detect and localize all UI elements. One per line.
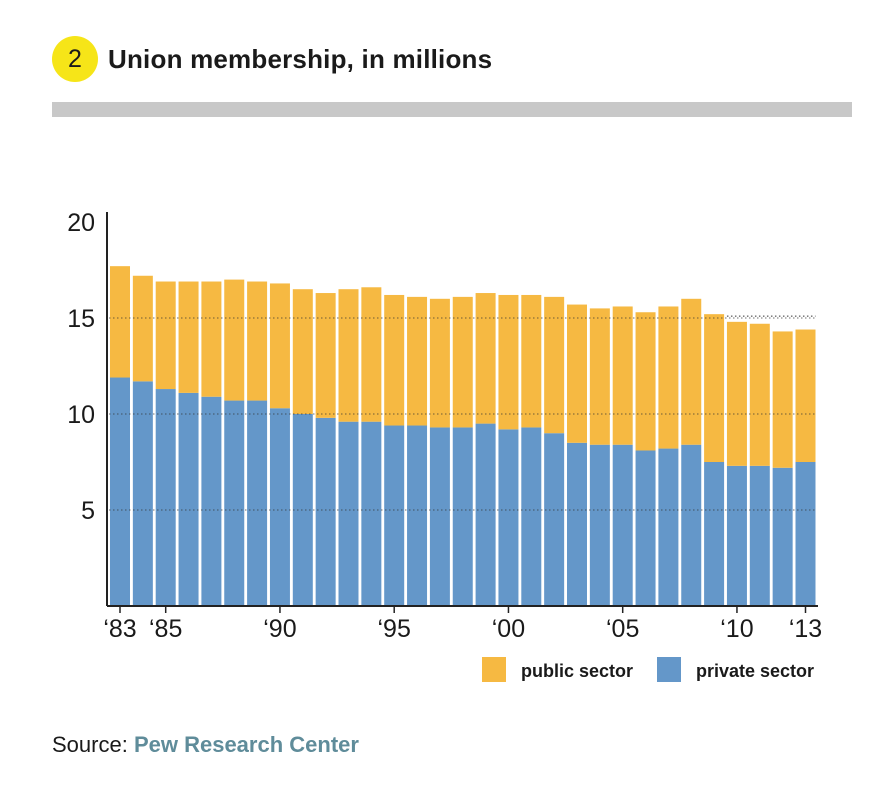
bar-private-2007: [658, 448, 679, 606]
bar-public-1992: [315, 293, 336, 418]
bar-private-1983: [110, 377, 130, 606]
bar-private-1989: [247, 400, 268, 606]
bar-public-2011: [749, 323, 770, 466]
bar-public-1989: [247, 281, 268, 401]
bar-public-2010: [726, 321, 747, 466]
source-link[interactable]: Pew Research Center: [133, 732, 359, 757]
bar-private-1984: [132, 381, 153, 606]
x-tick-label-2013: ‘13: [789, 615, 822, 643]
bar-private-2010: [726, 465, 747, 606]
bar-public-1995: [384, 294, 405, 426]
x-tick-label-2000: ‘00: [492, 615, 525, 643]
x-tick-label-2005: ‘05: [606, 615, 639, 643]
legend-swatch-private-sector: [657, 657, 681, 682]
bar-private-2000: [498, 429, 519, 606]
legend-label-private-sector: private sector: [696, 661, 814, 681]
bar-private-1997: [429, 427, 450, 606]
bar-public-2009: [704, 314, 725, 462]
bar-public-1984: [132, 275, 153, 382]
bar-public-2000: [498, 294, 519, 430]
bar-private-1999: [475, 423, 496, 606]
bar-public-2012: [772, 331, 793, 468]
bar-private-2001: [521, 427, 542, 606]
x-tick-label-1983: ‘83: [103, 615, 136, 643]
bar-public-1991: [292, 289, 313, 414]
bar-public-2002: [544, 296, 565, 434]
chart-number: 2: [68, 44, 82, 73]
bar-private-2008: [681, 444, 702, 606]
bar-public-2001: [521, 294, 542, 428]
bar-public-1983: [110, 266, 130, 378]
x-tick-label-2010: ‘10: [720, 615, 753, 643]
bar-public-2005: [612, 306, 633, 445]
source-label: Source:: [52, 732, 128, 757]
bar-public-1987: [201, 281, 222, 397]
bar-public-1990: [269, 283, 290, 409]
bar-public-2013: [795, 329, 816, 462]
bar-public-2004: [589, 308, 610, 445]
x-tick-label-1995: ‘95: [378, 615, 411, 643]
bar-private-1993: [338, 421, 359, 606]
source-line: Source: Pew Research Center: [52, 732, 359, 758]
bar-public-1999: [475, 293, 496, 424]
y-tick-label-5: 5: [81, 497, 95, 525]
bar-private-2009: [704, 462, 725, 606]
bar-private-1990: [269, 408, 290, 606]
bar-public-1986: [178, 281, 199, 393]
x-tick-label-1990: ‘90: [263, 615, 296, 643]
bar-private-1995: [384, 425, 405, 606]
bar-private-2004: [589, 444, 610, 606]
bar-public-2007: [658, 306, 679, 449]
title-divider: [52, 102, 852, 117]
y-tick-label-20: 20: [67, 209, 95, 237]
chart-number-badge: 2: [52, 36, 98, 82]
chart-header: 2 Union membership, in millions: [52, 36, 492, 82]
bar-public-2008: [681, 298, 702, 445]
bar-public-1996: [407, 296, 428, 426]
bar-private-2002: [544, 433, 565, 606]
bar-public-1998: [452, 296, 473, 428]
y-tick-label-10: 10: [67, 401, 95, 429]
bar-private-2011: [749, 465, 770, 606]
bar-private-1998: [452, 427, 473, 606]
bar-public-2003: [567, 304, 587, 443]
bar-private-1992: [315, 417, 336, 606]
bar-public-1993: [338, 289, 359, 422]
bar-private-2012: [772, 467, 793, 606]
bar-private-1985: [155, 389, 176, 606]
bar-private-2005: [612, 444, 633, 606]
chart-title: Union membership, in millions: [108, 43, 493, 74]
legend-label-public-sector: public sector: [521, 661, 633, 681]
bar-private-1987: [201, 396, 222, 606]
bar-public-1997: [429, 298, 450, 428]
bar-private-1994: [361, 421, 382, 606]
bar-public-1985: [155, 281, 176, 390]
bar-private-2006: [635, 450, 656, 606]
y-tick-label-15: 15: [67, 305, 95, 333]
bar-private-1996: [407, 425, 428, 606]
bar-private-1986: [178, 392, 199, 606]
bar-public-1988: [224, 279, 245, 401]
bar-private-1988: [224, 400, 245, 606]
legend-swatch-public-sector: [482, 657, 506, 682]
x-tick-label-1985: ‘85: [149, 615, 182, 643]
bar-private-1991: [292, 414, 313, 606]
bar-public-2006: [635, 312, 656, 451]
bar-private-2003: [567, 442, 587, 606]
bar-public-1994: [361, 287, 382, 422]
bar-private-2013: [795, 462, 816, 606]
